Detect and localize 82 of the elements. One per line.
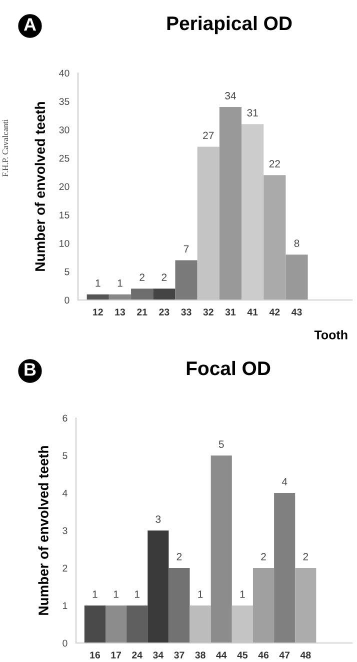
chart-title: Focal OD	[186, 360, 270, 376]
data-label: 2	[176, 553, 182, 560]
data-label: 2	[303, 553, 308, 560]
x-tick-label: 12	[93, 308, 103, 316]
x-tick-label: 33	[181, 308, 192, 316]
y-tick-label: 5	[64, 268, 70, 276]
data-label: 31	[247, 109, 258, 116]
y-tick-label: 1	[63, 602, 68, 610]
data-label: 8	[294, 240, 300, 247]
bar	[286, 254, 308, 300]
y-tick-label: 4	[62, 490, 68, 497]
bar	[295, 568, 316, 643]
data-label: 2	[162, 274, 167, 281]
bar	[210, 456, 232, 643]
bar	[175, 260, 198, 300]
x-tick-label: 13	[115, 308, 126, 316]
bar	[168, 568, 190, 643]
y-tick-label: 2	[62, 564, 68, 572]
y-axis-title: Number of envolved teeth	[38, 446, 48, 615]
y-tick-label: 0	[62, 640, 68, 647]
x-tick-label: 32	[203, 308, 214, 316]
data-label: 22	[269, 160, 280, 168]
x-tick-label: 16	[90, 652, 100, 658]
x-tick-label: 47	[279, 652, 290, 658]
data-label: 2	[261, 553, 266, 560]
x-tick-label: 37	[174, 652, 184, 658]
x-tick-label: 24	[132, 652, 142, 658]
bar	[148, 530, 169, 643]
x-tick-label: 41	[247, 308, 258, 316]
y-tick-label: 15	[60, 212, 70, 218]
y-tick-label: 30	[59, 126, 70, 134]
bar	[190, 606, 211, 643]
bar	[126, 606, 148, 643]
x-tick-label: 46	[258, 652, 269, 658]
text: B	[24, 363, 36, 376]
data-label: 34	[225, 92, 236, 100]
x-tick-label: 23	[159, 308, 170, 316]
bar	[252, 568, 274, 643]
data-label: 5	[218, 440, 224, 448]
x-tick-label: 43	[292, 308, 302, 316]
bar	[131, 288, 154, 300]
data-label: 1	[134, 590, 140, 598]
x-tick-label: 21	[137, 308, 148, 316]
y-tick-label: 3	[62, 527, 68, 534]
data-label: 3	[156, 516, 161, 523]
data-label: 27	[203, 132, 214, 140]
x-tick-label: 44	[216, 652, 227, 658]
y-tick-label: 20	[59, 183, 70, 190]
x-axis-title: Tooth	[314, 330, 348, 340]
bar	[264, 175, 286, 300]
y-tick-label: 25	[59, 154, 70, 162]
x-tick-label: 38	[195, 652, 206, 658]
text: F.H.P. Cavalcanti	[2, 119, 8, 177]
bar	[219, 107, 242, 300]
x-tick-label: 42	[269, 308, 280, 316]
chart-title: Periapical OD	[167, 16, 292, 34]
y-tick-label: 35	[59, 98, 70, 105]
data-label: 2	[140, 274, 144, 281]
x-tick-label: 17	[111, 652, 122, 658]
y-tick-label: 6	[62, 414, 68, 422]
bar	[274, 493, 296, 643]
y-tick-label: 40	[59, 70, 70, 77]
y-tick-label: 5	[62, 452, 68, 460]
y-axis-title: Number of envolved teeth	[34, 102, 45, 271]
data-label: 7	[184, 245, 189, 253]
x-tick-label: 31	[225, 308, 236, 316]
data-label: 1	[114, 590, 118, 598]
x-tick-label: 45	[237, 652, 248, 658]
data-label: 1	[240, 590, 245, 598]
data-label: 1	[96, 279, 100, 287]
bar	[105, 606, 127, 643]
data-label: 1	[118, 279, 122, 287]
x-tick-label: 48	[300, 652, 311, 658]
data-label: 1	[92, 590, 98, 598]
bar	[84, 606, 106, 643]
bar	[153, 288, 176, 300]
data-label: 1	[198, 590, 203, 598]
x-tick-label: 34	[152, 652, 164, 658]
y-tick-label: 10	[60, 240, 70, 247]
text: A	[24, 18, 36, 31]
data-label: 4	[282, 478, 288, 486]
y-tick-label: 0	[64, 296, 70, 304]
